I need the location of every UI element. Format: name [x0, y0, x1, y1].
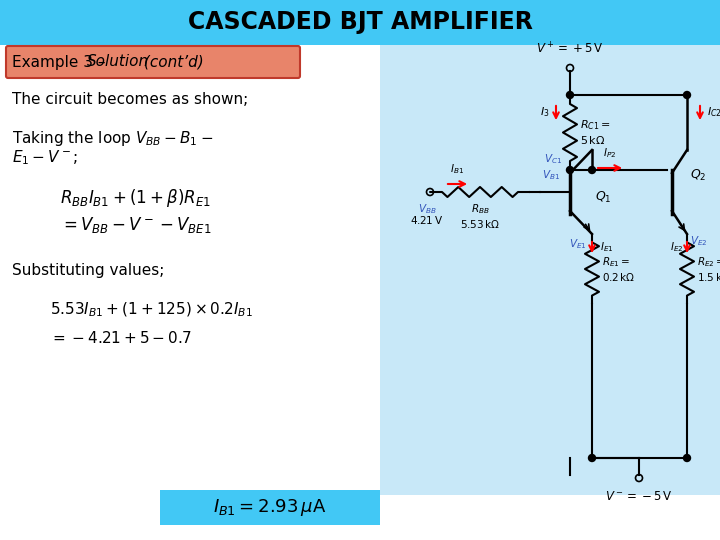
Text: $V_{E2}$: $V_{E2}$ — [690, 234, 708, 248]
Text: $I_{P2}$: $I_{P2}$ — [603, 146, 616, 160]
Text: $V^+ = +5\,\mathrm{V}$: $V^+ = +5\,\mathrm{V}$ — [536, 42, 604, 57]
Text: $4.21\,\mathrm{V}$: $4.21\,\mathrm{V}$ — [410, 214, 444, 226]
Text: $I_{B1} = 2.93\,\mu\mathrm{A}$: $I_{B1} = 2.93\,\mu\mathrm{A}$ — [213, 496, 327, 517]
Circle shape — [567, 166, 574, 173]
Circle shape — [567, 91, 574, 98]
Text: $R_{BB}I_{B1} + \left(1+\beta\right)R_{E1}$: $R_{BB}I_{B1} + \left(1+\beta\right)R_{E… — [60, 187, 211, 209]
Text: $Q_1$: $Q_1$ — [595, 190, 611, 205]
Text: $R_{E2} =$
$1.5\,\mathrm{k}\Omega$: $R_{E2} =$ $1.5\,\mathrm{k}\Omega$ — [697, 255, 720, 283]
Text: $Q_2$: $Q_2$ — [690, 167, 706, 183]
Text: $I_{E1}$: $I_{E1}$ — [600, 240, 613, 254]
Circle shape — [588, 455, 595, 462]
Text: $I_{B1}$: $I_{B1}$ — [450, 162, 464, 176]
Text: Example 3 –: Example 3 – — [12, 55, 110, 70]
Text: $5.53I_{B1} + \left(1+125\right)\times 0.2I_{B1}$: $5.53I_{B1} + \left(1+125\right)\times 0… — [50, 301, 253, 319]
Text: $I_{C2}$: $I_{C2}$ — [707, 105, 720, 119]
Text: $V_{B1}$: $V_{B1}$ — [542, 168, 560, 182]
Text: (cont’d): (cont’d) — [139, 55, 204, 70]
Circle shape — [683, 455, 690, 462]
Text: Taking the loop $V_{BB} - B_1 -$: Taking the loop $V_{BB} - B_1 -$ — [12, 129, 213, 147]
Text: $V_{BB}$: $V_{BB}$ — [418, 202, 436, 216]
Circle shape — [588, 166, 595, 173]
Text: $V_{E1}$: $V_{E1}$ — [570, 237, 587, 251]
Text: Solution: Solution — [87, 55, 149, 70]
Text: $I_3$: $I_3$ — [541, 105, 550, 119]
Text: $= V_{BB} - V^- - V_{BE1}$: $= V_{BB} - V^- - V_{BE1}$ — [60, 215, 212, 235]
Bar — [380, 45, 720, 495]
Text: Substituting values;: Substituting values; — [12, 262, 164, 278]
Text: $R_{C1} =$
$5\,\mathrm{k}\Omega$: $R_{C1} =$ $5\,\mathrm{k}\Omega$ — [580, 119, 611, 146]
Text: $= -4.21 + 5 - 0.7$: $= -4.21 + 5 - 0.7$ — [50, 330, 192, 346]
Text: $V_{C1}$: $V_{C1}$ — [544, 152, 562, 166]
Text: $R_{E1} =$
$0.2\,\mathrm{k}\Omega$: $R_{E1} =$ $0.2\,\mathrm{k}\Omega$ — [602, 255, 635, 283]
Text: $V^- = -5\,\mathrm{V}$: $V^- = -5\,\mathrm{V}$ — [606, 490, 672, 503]
Text: $I_{E2}$: $I_{E2}$ — [670, 240, 683, 254]
Text: $R_{BB}$
$5.53\,\mathrm{k}\Omega$: $R_{BB}$ $5.53\,\mathrm{k}\Omega$ — [460, 202, 500, 230]
FancyBboxPatch shape — [6, 46, 300, 78]
Circle shape — [683, 91, 690, 98]
Bar — [160, 490, 380, 525]
Text: CASCADED BJT AMPLIFIER: CASCADED BJT AMPLIFIER — [188, 10, 532, 34]
Bar — [0, 0, 720, 45]
Text: $E_1 - V^-$;: $E_1 - V^-$; — [12, 148, 78, 167]
Text: The circuit becomes as shown;: The circuit becomes as shown; — [12, 92, 248, 107]
